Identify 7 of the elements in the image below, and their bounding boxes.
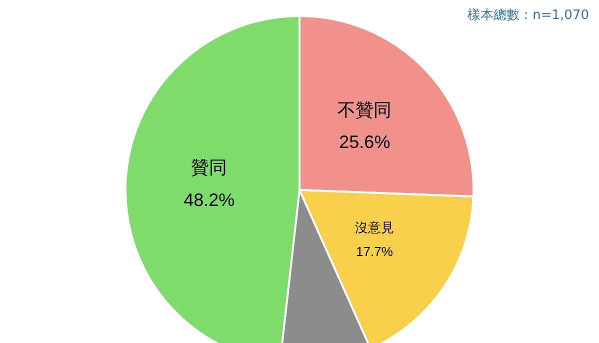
slice-label: 贊同 — [191, 158, 228, 179]
data-label: 17.7% — [356, 244, 394, 260]
slice-label: 不贊同 — [338, 100, 392, 121]
data-label: 48.2% — [184, 190, 235, 210]
slice-label: 沒意見 — [354, 220, 394, 236]
data-label: 25.6% — [339, 132, 390, 152]
text: 樣本總數：n=1,070 — [468, 7, 589, 24]
